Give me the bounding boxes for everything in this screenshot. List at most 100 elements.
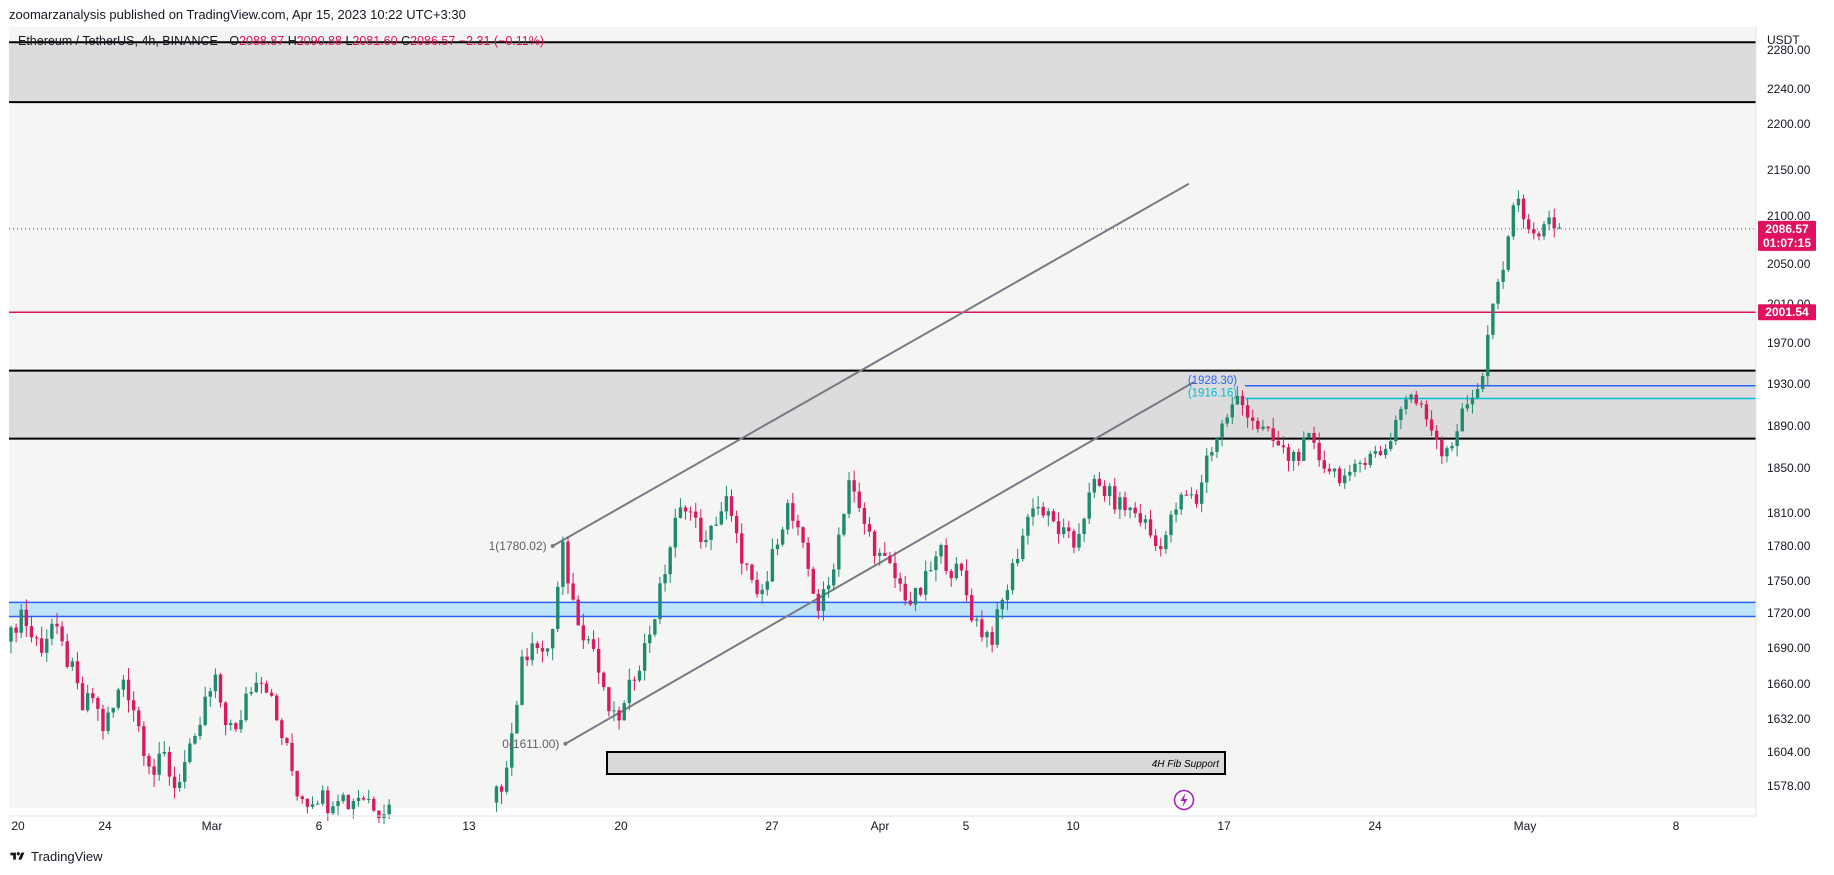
time-axis[interactable]: 20 24 Mar 6 13 20 27 Apr 5 10 17 24 May 8 [11, 819, 1679, 833]
candle [1230, 396, 1234, 425]
channel-upper-line[interactable] [552, 182, 1190, 547]
candle-body [837, 534, 841, 570]
candle [91, 687, 95, 704]
candle-body [1271, 428, 1275, 441]
candle [1470, 389, 1475, 414]
candle-body [1005, 590, 1010, 600]
candle [1021, 528, 1025, 562]
candle [566, 536, 570, 594]
legend-symbol[interactable]: Ethereum / TetherUS, 4h, BINANCE [18, 34, 218, 48]
candle-body [816, 593, 821, 611]
candle [167, 746, 172, 786]
candle-body [1159, 546, 1163, 550]
footer-brand[interactable]: TradingView [9, 849, 103, 864]
legend-low-value: 2081.60 [352, 34, 398, 48]
tradingview-logo-icon [10, 852, 25, 860]
candle [975, 615, 979, 627]
level-price-tag[interactable]: 2001.54 [1758, 304, 1816, 321]
candle [602, 671, 606, 691]
candle [1557, 223, 1562, 230]
candle [326, 786, 330, 821]
candle-body [545, 648, 550, 652]
candle-body [147, 755, 151, 767]
candle-body [1521, 198, 1526, 220]
candle-body [305, 798, 310, 807]
price-tick-label: 2100.00 [1767, 209, 1811, 223]
candle-body [1337, 468, 1342, 484]
candle [223, 701, 228, 736]
lightning-icon[interactable] [1173, 789, 1195, 811]
candle-body [683, 507, 688, 512]
candle [1189, 487, 1194, 499]
candle [1455, 424, 1459, 457]
candle-body [898, 578, 902, 584]
candle [1404, 395, 1408, 415]
candle [1082, 517, 1086, 543]
candle [1434, 425, 1439, 450]
candle [172, 766, 177, 799]
fib-anchor-point[interactable] [550, 543, 555, 548]
fib-support-annotation[interactable]: 4H Fib Support [606, 751, 1226, 775]
candle-body [346, 794, 350, 810]
fib-anchor-point[interactable] [563, 741, 568, 746]
price-tick-label: 1720.00 [1767, 606, 1811, 620]
candle [765, 570, 769, 596]
candle-body [60, 626, 64, 642]
price-axis[interactable]: 2280.00 2240.00 2200.00 2150.00 2100.00 2050.… [1758, 43, 1816, 793]
candle-body [530, 643, 534, 661]
price-tick-label: 1970.00 [1767, 336, 1811, 350]
candle [923, 560, 928, 601]
candle [34, 635, 39, 646]
candle-body [116, 689, 121, 708]
candle [1307, 432, 1311, 441]
candle [760, 584, 764, 604]
candle [540, 640, 545, 663]
candle-body [1281, 445, 1286, 448]
candle [372, 796, 376, 812]
candle [729, 489, 734, 522]
upper-supply-zone[interactable] [9, 42, 1756, 103]
candle-body [678, 507, 683, 518]
candle-body [832, 569, 836, 586]
candle [1107, 482, 1112, 506]
candle [1429, 410, 1434, 437]
candle-body [1010, 563, 1015, 591]
candle [198, 716, 202, 740]
candle [208, 687, 212, 707]
candle [878, 548, 882, 566]
candle [1251, 409, 1255, 430]
candle [699, 509, 703, 549]
candle-body [1429, 419, 1434, 431]
candle-body [648, 634, 652, 644]
candle-body [1368, 453, 1372, 466]
last-price-tag-text: 2086.57 [1765, 222, 1809, 236]
candle [918, 587, 923, 597]
candle [617, 706, 621, 730]
candle-body [969, 595, 974, 621]
candle-body [852, 480, 856, 492]
candle [367, 789, 371, 804]
candle [499, 784, 504, 805]
candle [898, 572, 902, 592]
candle-body [801, 527, 805, 543]
candle [1271, 417, 1275, 448]
candle [515, 700, 519, 734]
candle [750, 563, 754, 583]
mid-supply-zone[interactable] [9, 370, 1756, 439]
candle [1240, 390, 1245, 416]
time-tick-label: 8 [1673, 819, 1680, 833]
candle [1046, 508, 1051, 527]
candle-body [591, 639, 596, 649]
candle [85, 684, 90, 713]
candle-body [1383, 448, 1388, 456]
blue-support-zone[interactable] [9, 602, 1756, 617]
candle-body [1343, 475, 1347, 484]
candle [576, 595, 580, 626]
annotation-box[interactable] [606, 751, 1226, 775]
candle [341, 792, 345, 804]
candle-body [39, 638, 44, 653]
candle [1245, 399, 1250, 428]
candle-body [80, 683, 85, 711]
